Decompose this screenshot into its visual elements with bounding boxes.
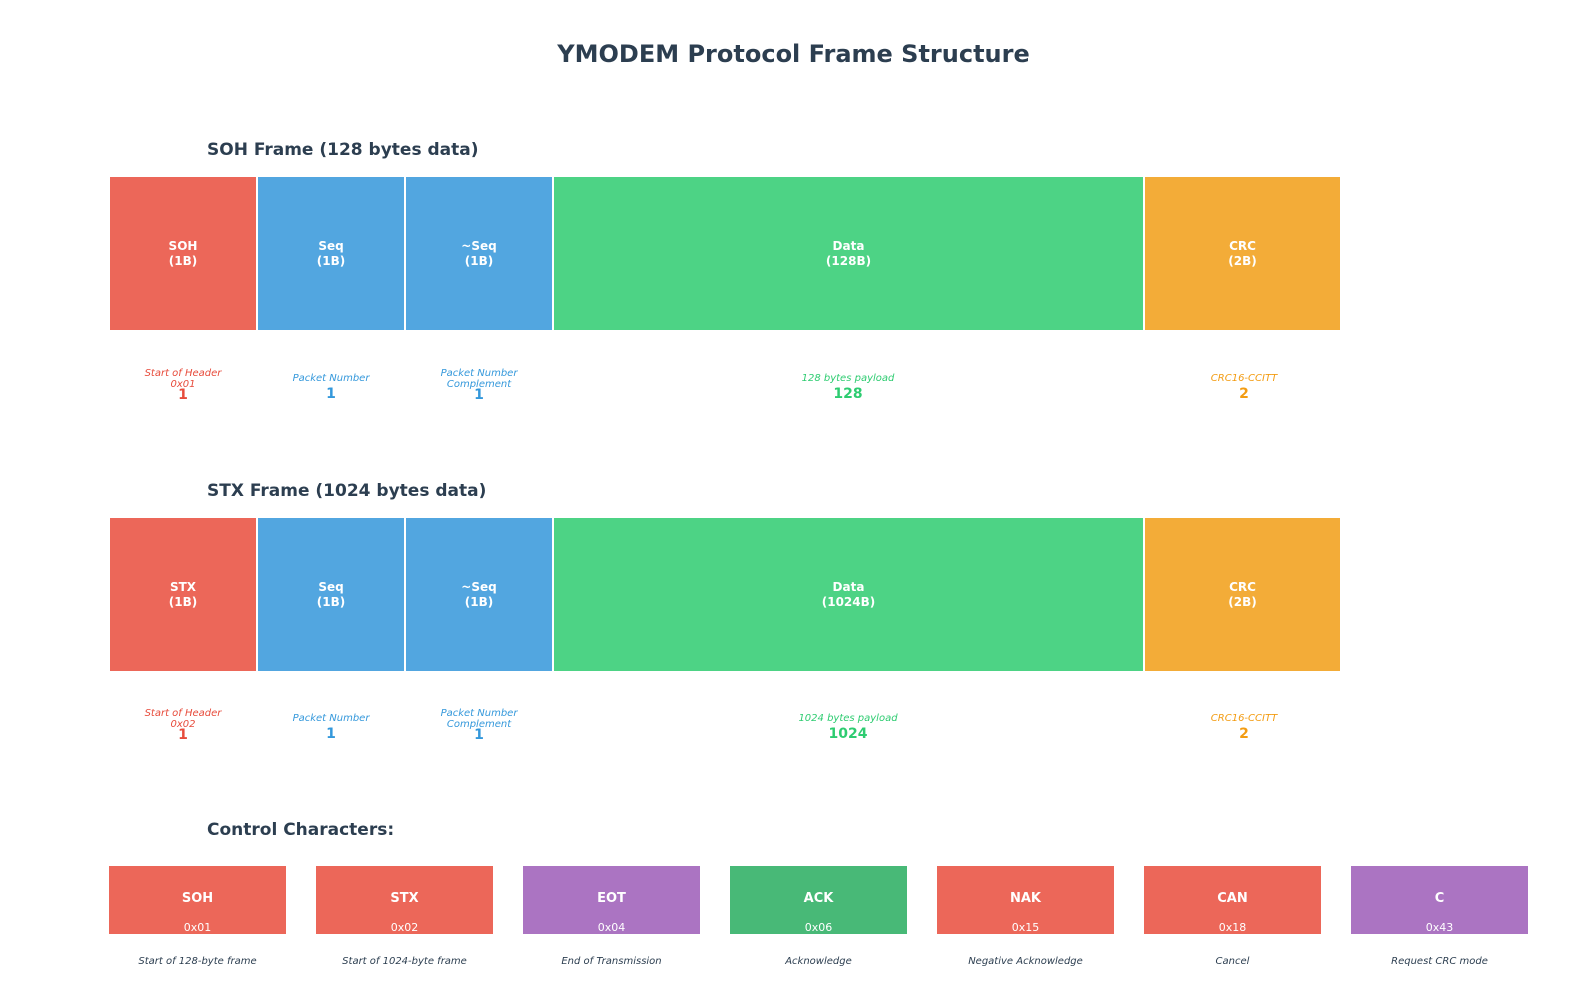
field-description: CRC16-CCITT: [1210, 713, 1278, 724]
stx-field-seq: Seq (1B): [257, 517, 405, 672]
control-char-nak: NAK 0x15: [937, 866, 1114, 934]
field-size: (1B): [464, 253, 494, 268]
field-label: Data: [832, 238, 865, 253]
control-char-description: Start of 1024-byte frame: [342, 956, 467, 967]
field-label: STX: [169, 579, 197, 594]
control-char-eot: EOT 0x04: [523, 866, 700, 934]
control-char-name: SOH: [181, 891, 214, 906]
field-label: ~Seq: [461, 579, 497, 594]
field-size: (1B): [168, 253, 198, 268]
stx-field-start: STX (1B): [109, 517, 257, 672]
field-byte-count: 1: [178, 727, 188, 743]
soh-field-data: Data (128B): [553, 176, 1144, 331]
control-char-description: Negative Acknowledge: [968, 956, 1083, 967]
control-char-description: Cancel: [1215, 956, 1250, 967]
soh-frame-heading: SOH Frame (128 bytes data): [207, 140, 479, 160]
control-char-hex: 0x06: [804, 921, 833, 934]
soh-desc-data: 128 bytes payload 128: [774, 373, 922, 402]
control-char-name: STX: [390, 891, 419, 906]
field-size: (1024B): [821, 594, 876, 609]
control-char-hex: 0x18: [1218, 921, 1247, 934]
soh-field-crc: CRC (2B): [1144, 176, 1341, 331]
field-label: Seq: [318, 579, 344, 594]
field-size: (1B): [316, 594, 346, 609]
field-description-hex: 0x01: [170, 379, 196, 390]
field-description: Start of Header: [144, 368, 222, 379]
field-description-2: Complement: [446, 719, 512, 730]
field-size: (1B): [168, 594, 198, 609]
field-size: (2B): [1228, 253, 1257, 268]
control-char-hex: 0x02: [390, 921, 419, 934]
stx-desc-seq-complement: Packet Number Complement 1: [405, 708, 553, 743]
control-char-name: C: [1434, 891, 1445, 906]
control-char-hex: 0x43: [1425, 921, 1454, 934]
field-size: (1B): [316, 253, 346, 268]
stx-field-data: Data (1024B): [553, 517, 1144, 672]
field-label: CRC: [1229, 579, 1256, 594]
stx-desc-seq: Packet Number 1: [257, 713, 405, 742]
stx-field-crc: CRC (2B): [1144, 517, 1341, 672]
field-description: Packet Number: [292, 713, 370, 724]
field-size: (1B): [464, 594, 494, 609]
soh-field-seq: Seq (1B): [257, 176, 405, 331]
control-char-description: Request CRC mode: [1391, 956, 1488, 967]
field-byte-count: 1: [474, 727, 484, 743]
control-char-soh: SOH 0x01: [109, 866, 286, 934]
control-char-description: Acknowledge: [785, 956, 852, 967]
control-char-description: End of Transmission: [561, 956, 662, 967]
stx-frame: STX (1B) Seq (1B) ~Seq (1B) Data (1024B)…: [109, 517, 1341, 672]
control-char-hex: 0x01: [183, 921, 212, 934]
field-description-hex: 0x02: [170, 719, 196, 730]
soh-field-seq-complement: ~Seq (1B): [405, 176, 553, 331]
field-label: ~Seq: [461, 238, 497, 253]
soh-desc-crc: CRC16-CCITT 2: [1170, 373, 1318, 402]
soh-frame: SOH (1B) Seq (1B) ~Seq (1B) Data (128B) …: [109, 176, 1341, 331]
field-byte-count: 1: [326, 726, 336, 742]
control-char-c: C 0x43: [1351, 866, 1528, 934]
control-char-hex: 0x04: [597, 921, 626, 934]
field-description: 128 bytes payload: [801, 373, 895, 384]
field-byte-count: 2: [1239, 726, 1249, 742]
field-size: (128B): [825, 253, 872, 268]
stx-desc-start: Start of Header 0x02 1: [109, 708, 257, 743]
field-description: Packet Number: [440, 368, 518, 379]
soh-field-start: SOH (1B): [109, 176, 257, 331]
field-byte-count: 128: [833, 386, 863, 402]
control-char-can: CAN 0x18: [1144, 866, 1321, 934]
field-description: Packet Number: [292, 373, 370, 384]
control-characters-heading: Control Characters:: [207, 820, 395, 840]
control-char-name: ACK: [803, 891, 834, 906]
control-char-description: Start of 128-byte frame: [138, 956, 257, 967]
field-description: Start of Header: [144, 708, 222, 719]
control-char-ack: ACK 0x06: [730, 866, 907, 934]
field-byte-count: 2: [1239, 386, 1249, 402]
field-byte-count: 1: [326, 386, 336, 402]
control-char-name: NAK: [1009, 891, 1041, 906]
control-char-stx: STX 0x02: [316, 866, 493, 934]
field-byte-count: 1024: [828, 726, 868, 742]
soh-desc-seq-complement: Packet Number Complement 1: [405, 368, 553, 403]
field-description: Packet Number: [440, 708, 518, 719]
stx-desc-data: 1024 bytes payload 1024: [774, 713, 922, 742]
soh-desc-start: Start of Header 0x01 1: [109, 368, 257, 403]
field-size: (2B): [1228, 594, 1257, 609]
field-byte-count: 1: [474, 387, 484, 403]
control-char-hex: 0x15: [1011, 921, 1040, 934]
control-char-name: CAN: [1217, 891, 1248, 906]
field-label: SOH: [168, 238, 198, 253]
field-label: Data: [832, 579, 865, 594]
field-description: CRC16-CCITT: [1210, 373, 1278, 384]
field-description-2: Complement: [446, 379, 512, 390]
soh-desc-seq: Packet Number 1: [257, 373, 405, 402]
stx-desc-crc: CRC16-CCITT 2: [1170, 713, 1318, 742]
stx-frame-heading: STX Frame (1024 bytes data): [207, 481, 487, 501]
diagram-title: YMODEM Protocol Frame Structure: [557, 40, 1030, 68]
field-label: Seq: [318, 238, 344, 253]
field-description: 1024 bytes payload: [798, 713, 898, 724]
stx-field-seq-complement: ~Seq (1B): [405, 517, 553, 672]
field-byte-count: 1: [178, 387, 188, 403]
control-char-name: EOT: [597, 891, 626, 906]
field-label: CRC: [1229, 238, 1256, 253]
